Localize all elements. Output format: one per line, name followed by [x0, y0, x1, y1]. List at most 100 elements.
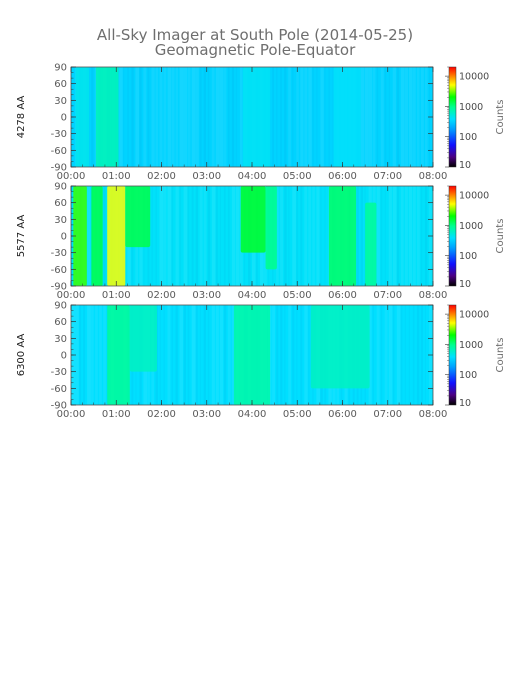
colorbar-tick-label: 100 — [459, 370, 477, 381]
heatmap-streak — [175, 305, 178, 405]
heatmap-feature-4 — [333, 67, 361, 167]
heatmap-streak — [272, 305, 276, 405]
heatmap-streak — [155, 67, 159, 167]
heatmap-streak — [280, 186, 284, 286]
x-tick-label: 00:00 — [57, 171, 86, 182]
heatmap-feature-4 — [125, 186, 151, 248]
colorbar-tick-label: 1000 — [459, 340, 483, 351]
colorbar-tick-label: 10 — [459, 160, 471, 171]
heatmap-streak — [292, 67, 293, 167]
heatmap-streak — [388, 186, 392, 286]
heatmap-streak — [376, 305, 380, 405]
heatmap-streak — [416, 67, 420, 167]
heatmap-streak — [131, 67, 134, 167]
heatmap-streak — [316, 67, 317, 167]
heatmap-streak — [179, 305, 184, 405]
heatmap-streak — [183, 305, 186, 405]
heatmap-streak — [416, 186, 420, 286]
colorbar: 10000 1000 100 10 Counts — [445, 66, 506, 171]
heatmap-streak — [368, 67, 373, 167]
heatmap-streak — [223, 186, 226, 286]
colorbar-tick-label: 10000 — [459, 191, 489, 202]
heatmap-streak — [167, 67, 172, 167]
heatmap-streak — [372, 67, 376, 167]
heatmap-feature-2 — [129, 305, 157, 372]
x-tick-label: 04:00 — [238, 409, 267, 420]
heatmap-feature-4 — [310, 305, 370, 389]
heatmap-streak — [296, 186, 299, 286]
heatmap-streak — [219, 67, 224, 167]
heatmap-streak — [79, 305, 82, 405]
heatmap-streak — [215, 305, 219, 405]
y-tick-label: -30 — [51, 129, 67, 140]
heatmap-streak — [172, 305, 173, 405]
x-tick-label: 02:00 — [147, 290, 176, 301]
heatmap-streak — [308, 67, 312, 167]
x-tick-label: 07:00 — [373, 171, 402, 182]
heatmap-streak — [223, 67, 227, 167]
heatmap-streak — [288, 305, 292, 405]
heatmap-streak — [392, 67, 396, 167]
x-tick-label: 00:00 — [57, 409, 86, 420]
heatmap-streak — [288, 67, 291, 167]
heatmap-streak — [95, 305, 98, 405]
heatmap-streak — [139, 67, 142, 167]
heatmap-streak — [409, 305, 410, 405]
heatmap-streak — [159, 305, 160, 405]
colorbar-tick-label: 100 — [459, 132, 477, 143]
heatmap-streak — [211, 67, 215, 167]
heatmap-streak — [91, 305, 94, 405]
x-tick-label: 07:00 — [373, 409, 402, 420]
heatmap-streak — [195, 186, 198, 286]
heatmap-streak — [412, 67, 416, 167]
heatmap-streak — [276, 305, 279, 405]
x-tick-label: 08:00 — [419, 290, 448, 301]
colorbar-gradient — [448, 66, 457, 168]
y-tick-label: 60 — [54, 79, 67, 90]
heatmap-feature-8 — [365, 202, 377, 286]
heatmap-streak — [195, 67, 199, 167]
heatmap-streak — [308, 186, 312, 286]
heatmap-streak — [324, 67, 325, 167]
x-tick-label: 05:00 — [283, 171, 312, 182]
heatmap-streak — [292, 305, 295, 405]
heatmap-streak — [167, 305, 171, 405]
heatmap-streak — [401, 305, 403, 405]
heatmap-streak — [364, 67, 369, 167]
x-tick-label: 01:00 — [102, 409, 131, 420]
heatmap-feature-1 — [107, 305, 130, 405]
x-tick-label: 02:00 — [147, 171, 176, 182]
heatmap-streak — [360, 186, 363, 286]
y-tick-label: 0 — [61, 232, 67, 243]
colorbar-label: Counts — [495, 100, 506, 135]
heatmap-streak — [220, 186, 221, 286]
heatmap-streak — [381, 186, 383, 286]
heatmap-streak — [421, 186, 422, 286]
heatmap-streak — [135, 67, 140, 167]
heatmap-streak — [167, 186, 172, 286]
heatmap-streak — [296, 305, 297, 405]
heatmap-streak — [199, 67, 202, 167]
panel-label: 6300 AA — [16, 334, 27, 377]
heatmap-streak — [227, 67, 230, 167]
heatmap-streak — [368, 305, 372, 405]
heatmap-feature-6 — [265, 186, 277, 270]
colorbar-tick-label: 100 — [459, 251, 477, 262]
y-tick-label: 90 — [54, 63, 67, 74]
heatmap-streak — [360, 67, 365, 167]
y-tick-label: -90 — [51, 282, 67, 293]
heatmap-streak — [143, 67, 147, 167]
heatmap-streak — [408, 67, 413, 167]
heatmap-streak — [284, 186, 287, 286]
heatmap-streak — [180, 186, 181, 286]
heatmap-streak — [236, 67, 237, 167]
heatmap-streak — [127, 67, 129, 167]
heatmap-streak — [231, 305, 235, 405]
x-tick-label: 03:00 — [192, 409, 221, 420]
x-tick-label: 05:00 — [283, 409, 312, 420]
heatmap-streak — [163, 186, 167, 286]
heatmap-streak — [389, 67, 390, 167]
heatmap-streak — [187, 305, 190, 405]
